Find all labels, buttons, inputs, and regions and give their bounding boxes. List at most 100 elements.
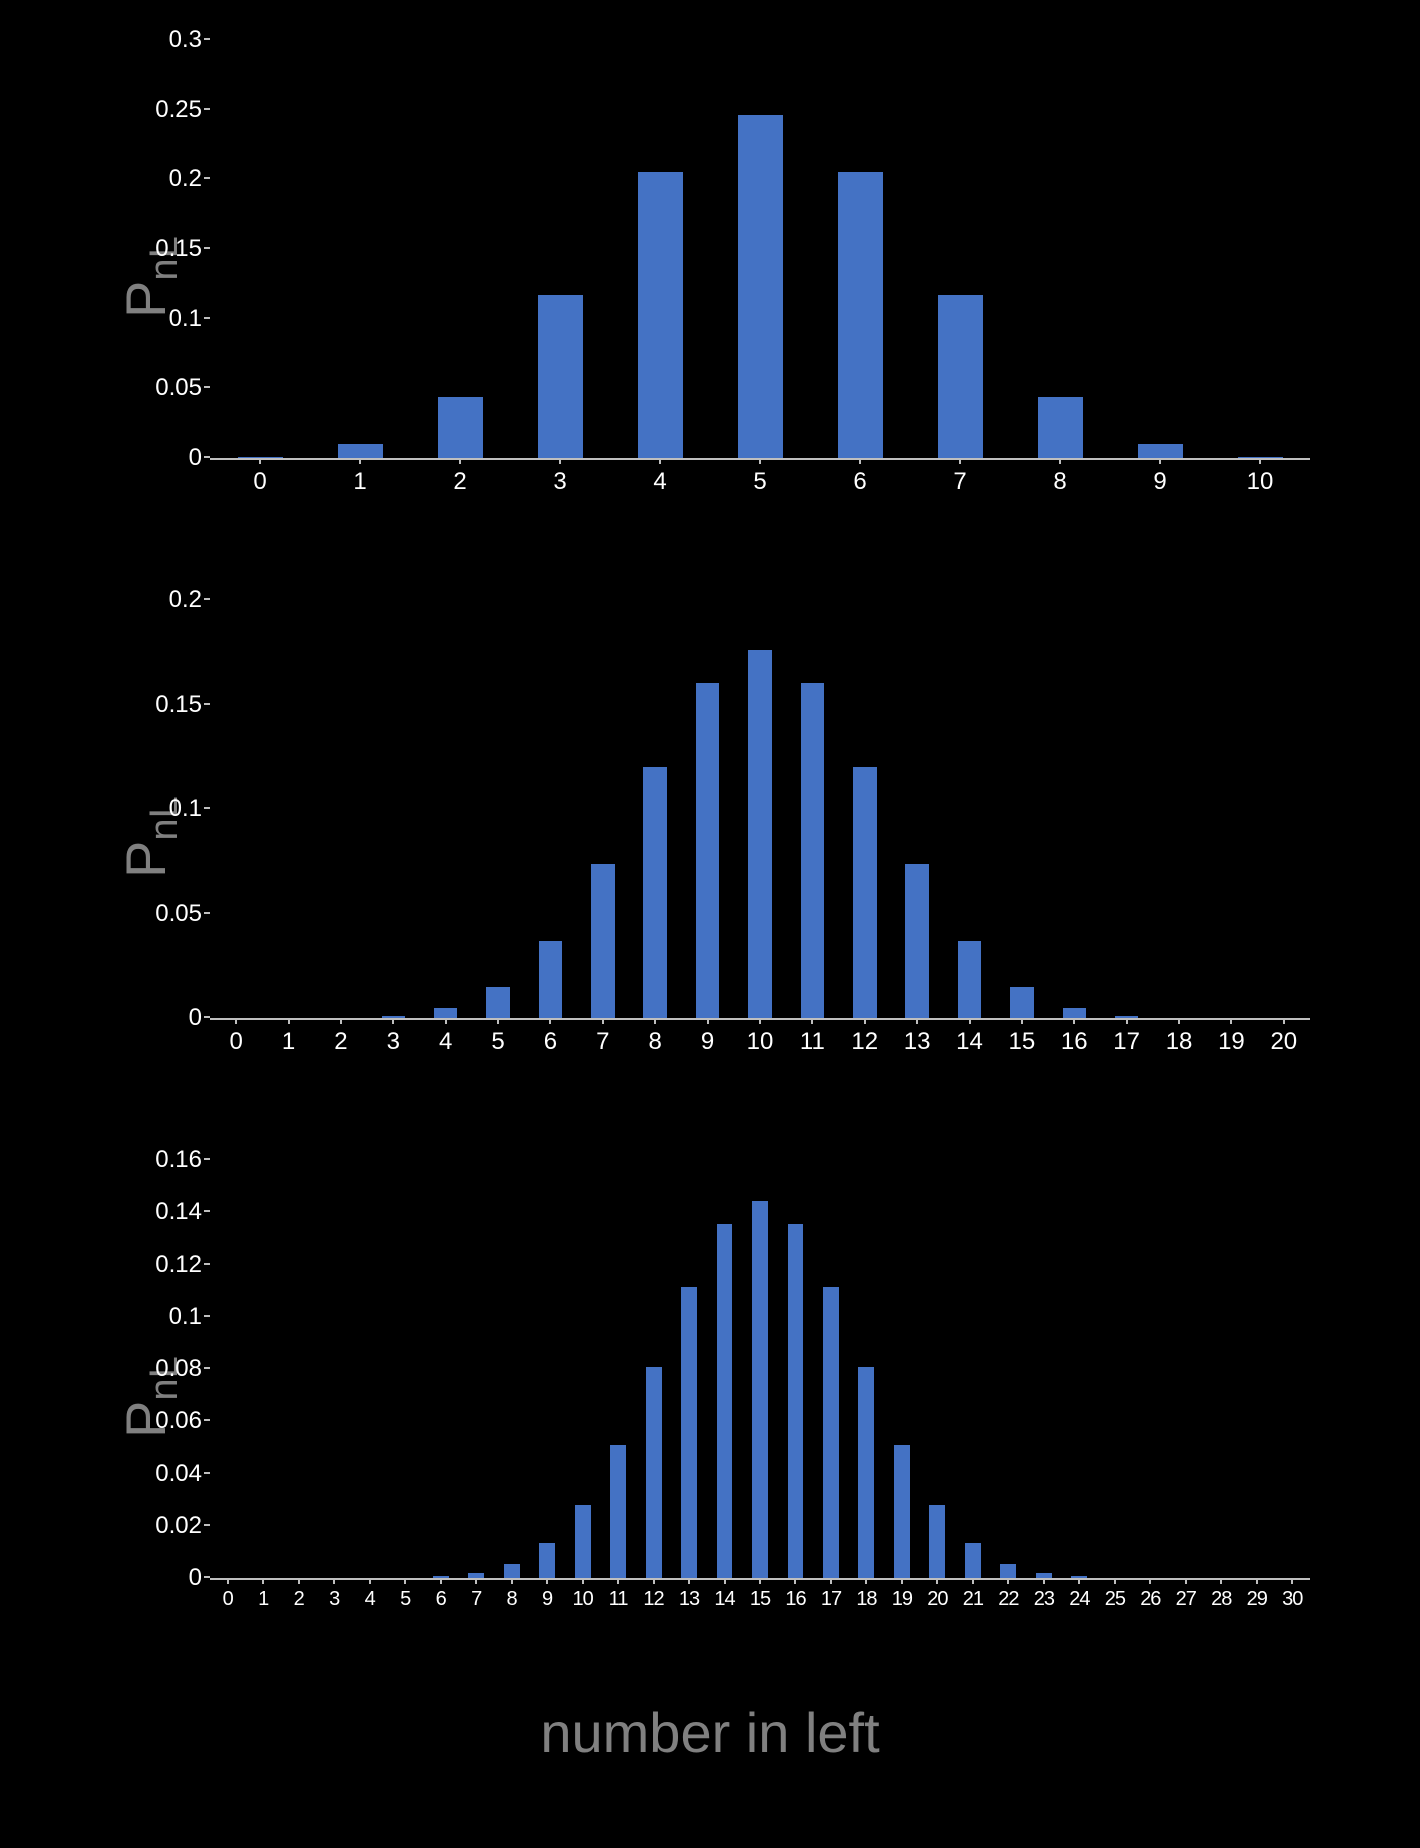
x-tick-mark: [288, 1018, 290, 1024]
x-tick-mark: [1043, 1578, 1045, 1584]
y-tick-mark: [204, 108, 210, 110]
bar: [681, 1287, 697, 1578]
x-tick-mark: [707, 1018, 709, 1024]
y-tick-mark: [204, 1367, 210, 1369]
bar: [1010, 987, 1034, 1018]
y-tick-label: 0.15: [155, 691, 202, 719]
x-tick-label: 3: [553, 468, 566, 496]
y-tick-label: 0.12: [155, 1251, 202, 1279]
x-tick-label: 13: [904, 1028, 931, 1056]
bar: [1038, 397, 1083, 458]
bar: [894, 1445, 910, 1578]
x-tick-mark: [688, 1578, 690, 1584]
y-tick-label: 0.2: [169, 165, 202, 193]
y-tick-mark: [204, 38, 210, 40]
y-tick-label: 0.02: [155, 1512, 202, 1540]
x-tick-mark: [865, 1578, 867, 1584]
x-tick-mark: [582, 1578, 584, 1584]
x-tick-label: 3: [387, 1028, 400, 1056]
x-tick-mark: [1007, 1578, 1009, 1584]
x-tick-label: 17: [1113, 1028, 1140, 1056]
x-tick-label: 15: [750, 1588, 770, 1611]
x-tick-mark: [759, 458, 761, 464]
x-tick-mark: [794, 1578, 796, 1584]
y-tick-label: 0.15: [155, 235, 202, 263]
x-tick-mark: [235, 1018, 237, 1024]
x-tick-label: 2: [334, 1028, 347, 1056]
y-tick-label: 0.08: [155, 1355, 202, 1383]
bar: [539, 1543, 555, 1578]
x-tick-label: 7: [471, 1588, 481, 1611]
x-tick-label: 7: [596, 1028, 609, 1056]
x-tick-mark: [659, 458, 661, 464]
x-tick-label: 22: [998, 1588, 1018, 1611]
y-tick-mark: [204, 1472, 210, 1474]
bar: [591, 864, 615, 1018]
x-tick-label: 16: [1061, 1028, 1088, 1056]
y-tick-label: 0.05: [155, 900, 202, 928]
x-tick-label: 1: [282, 1028, 295, 1056]
y-tick-label: 0.3: [169, 26, 202, 54]
x-tick-mark: [959, 458, 961, 464]
bar: [610, 1445, 626, 1578]
x-tick-mark: [1178, 1018, 1180, 1024]
x-tick-mark: [1185, 1578, 1187, 1584]
x-tick-label: 1: [258, 1588, 268, 1611]
x-tick-label: 2: [294, 1588, 304, 1611]
y-tick-label: 0: [189, 444, 202, 472]
x-tick-mark: [475, 1578, 477, 1584]
x-tick-mark: [298, 1578, 300, 1584]
bar: [938, 295, 983, 458]
x-tick-label: 6: [544, 1028, 557, 1056]
x-tick-label: 0: [230, 1028, 243, 1056]
x-tick-label: 28: [1211, 1588, 1231, 1611]
x-tick-mark: [830, 1578, 832, 1584]
x-tick-label: 21: [963, 1588, 983, 1611]
x-tick-mark: [602, 1018, 604, 1024]
bar: [858, 1367, 874, 1578]
y-tick-mark: [204, 317, 210, 319]
x-tick-mark: [1283, 1018, 1285, 1024]
x-tick-label: 6: [436, 1588, 446, 1611]
x-tick-mark: [864, 1018, 866, 1024]
bar: [788, 1224, 804, 1578]
bar: [853, 767, 877, 1018]
bar: [643, 767, 667, 1018]
bar: [801, 683, 825, 1018]
x-tick-mark: [1159, 458, 1161, 464]
x-tick-label: 18: [856, 1588, 876, 1611]
bar: [438, 397, 483, 458]
x-tick-label: 10: [747, 1028, 774, 1056]
y-tick-label: 0.14: [155, 1198, 202, 1226]
x-tick-label: 30: [1282, 1588, 1302, 1611]
x-tick-label: 4: [365, 1588, 375, 1611]
bar: [575, 1505, 591, 1578]
x-tick-label: 11: [800, 1028, 825, 1056]
x-tick-mark: [916, 1018, 918, 1024]
y-tick-mark: [204, 807, 210, 809]
bar: [538, 295, 583, 458]
x-tick-label: 9: [542, 1588, 552, 1611]
x-tick-label: 12: [643, 1588, 663, 1611]
x-tick-label: 5: [400, 1588, 410, 1611]
x-tick-label: 8: [1053, 468, 1066, 496]
y-tick-label: 0.1: [169, 305, 202, 333]
x-tick-mark: [1059, 458, 1061, 464]
bar: [958, 941, 982, 1018]
x-tick-label: 14: [714, 1588, 734, 1611]
x-tick-mark: [1078, 1578, 1080, 1584]
y-tick-label: 0.1: [169, 795, 202, 823]
x-tick-mark: [559, 458, 561, 464]
y-tick-mark: [204, 1576, 210, 1578]
bar: [696, 683, 720, 1018]
x-tick-mark: [653, 1578, 655, 1584]
x-tick-mark: [549, 1018, 551, 1024]
x-tick-label: 25: [1105, 1588, 1125, 1611]
x-tick-mark: [497, 1018, 499, 1024]
bar: [738, 115, 783, 458]
bar: [717, 1224, 733, 1578]
chart-2: PnL 00.050.10.150.2012345678910111213141…: [150, 600, 1330, 1080]
x-tick-mark: [359, 458, 361, 464]
x-tick-mark: [1291, 1578, 1293, 1584]
x-tick-label: 19: [1218, 1028, 1245, 1056]
